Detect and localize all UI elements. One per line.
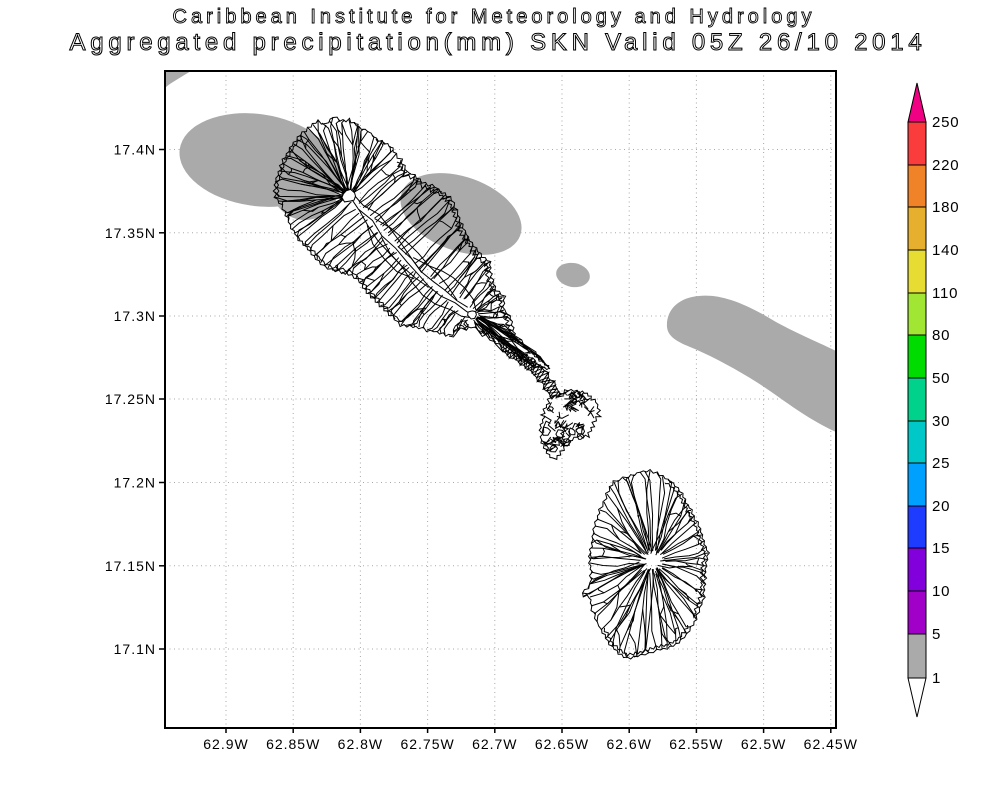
svg-text:62.85W: 62.85W <box>266 736 320 752</box>
svg-text:17.4N: 17.4N <box>114 142 156 158</box>
svg-text:80: 80 <box>932 327 950 344</box>
svg-text:Caribbean Institute for Meteor: Caribbean Institute for Meteorology and … <box>173 6 816 28</box>
svg-text:15: 15 <box>932 540 950 557</box>
svg-text:17.25N: 17.25N <box>105 391 156 407</box>
svg-text:180: 180 <box>932 199 959 216</box>
svg-text:50: 50 <box>932 370 950 387</box>
svg-text:5: 5 <box>932 626 941 643</box>
svg-text:10: 10 <box>932 583 950 600</box>
svg-text:220: 220 <box>932 157 959 174</box>
svg-text:30: 30 <box>932 413 950 430</box>
svg-text:140: 140 <box>932 242 959 259</box>
svg-text:62.9W: 62.9W <box>203 736 248 752</box>
svg-text:17.35N: 17.35N <box>105 225 156 241</box>
svg-text:62.6W: 62.6W <box>606 736 651 752</box>
svg-text:62.7W: 62.7W <box>472 736 517 752</box>
svg-text:20: 20 <box>932 498 950 515</box>
svg-text:17.1N: 17.1N <box>114 641 156 657</box>
svg-text:62.75W: 62.75W <box>400 736 454 752</box>
svg-text:1: 1 <box>932 670 941 687</box>
svg-text:17.3N: 17.3N <box>114 308 156 324</box>
svg-text:17.15N: 17.15N <box>105 558 156 574</box>
svg-text:62.65W: 62.65W <box>535 736 589 752</box>
svg-text:62.45W: 62.45W <box>804 736 858 752</box>
svg-text:62.8W: 62.8W <box>338 736 383 752</box>
svg-text:250: 250 <box>932 114 959 131</box>
svg-text:Aggregated precipitation(mm) S: Aggregated precipitation(mm) SKN Valid 0… <box>70 29 927 56</box>
svg-text:62.5W: 62.5W <box>741 736 786 752</box>
svg-text:110: 110 <box>932 285 958 302</box>
svg-text:25: 25 <box>932 455 950 472</box>
svg-text:17.2N: 17.2N <box>114 475 156 491</box>
svg-text:62.55W: 62.55W <box>669 736 723 752</box>
